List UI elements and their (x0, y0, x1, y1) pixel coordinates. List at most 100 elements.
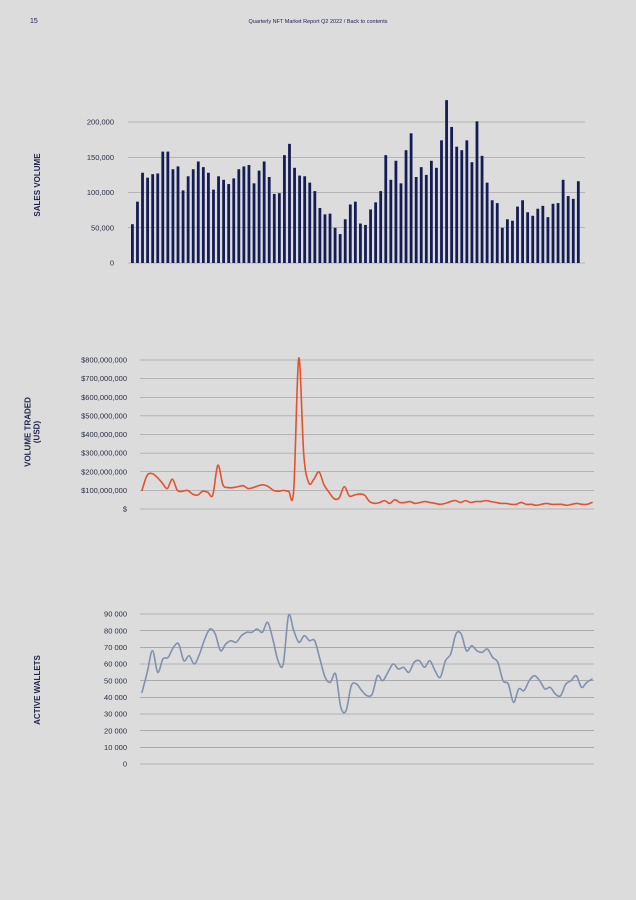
sales-bar (551, 203, 555, 263)
sales-bar (176, 166, 180, 263)
y-tick-label: 60 000 (104, 660, 127, 669)
sales-bar (353, 201, 357, 263)
sales-volume-chart: SALES VOLUME 0 50,000 100,000 150,000 200,000 (33, 100, 585, 268)
sales-bar (171, 169, 175, 263)
sales-bar (191, 169, 195, 263)
sales-bar (500, 227, 504, 263)
sales-bar (232, 178, 236, 263)
y-tick-label: $400,000,000 (81, 430, 127, 439)
sales-bar (348, 204, 352, 263)
sales-bar (196, 161, 200, 263)
sales-bar (201, 167, 205, 263)
sales-bar (217, 176, 220, 263)
sales-bar (212, 189, 215, 263)
sales-bar (267, 176, 271, 263)
y-axis-label: SALES VOLUME (33, 153, 42, 217)
sales-bar (556, 203, 560, 263)
y-tick-label: 50,000 (91, 223, 114, 232)
volume-traded-chart: VOLUME TRADED(USD) $ $100,000,000 $200,000,… (23, 356, 594, 514)
sales-bar (490, 200, 494, 263)
y-tick-label: 30 000 (104, 710, 127, 719)
report-title[interactable]: Quarterly NFT Market Report Q2 2022 (248, 19, 343, 25)
sales-bar (561, 179, 565, 263)
sales-bar (424, 174, 428, 264)
sales-bar (521, 200, 524, 263)
sales-bar (536, 208, 540, 263)
sales-bar (409, 133, 413, 263)
sales-bar (369, 209, 372, 263)
sales-bar (460, 150, 464, 263)
y-axis-label: VOLUME TRADED(USD) (23, 397, 41, 467)
header-separator: / (342, 19, 347, 25)
sales-bar (283, 155, 286, 263)
sales-bar (146, 177, 149, 263)
sales-bar (343, 219, 347, 263)
sales-bar (364, 224, 367, 263)
sales-bar (526, 212, 530, 263)
sales-bar (323, 214, 327, 263)
sales-bar (505, 219, 509, 263)
sales-bar (445, 100, 448, 264)
sales-bar (541, 205, 545, 263)
sales-bar (156, 173, 160, 263)
sales-bar (511, 220, 514, 263)
page-number: 15 (30, 18, 38, 25)
y-tick-label: 150,000 (87, 153, 114, 162)
wallets-series-line (141, 613, 593, 714)
sales-bar (571, 198, 575, 263)
volume-series-line (141, 357, 593, 507)
y-tick-label: $600,000,000 (81, 393, 127, 402)
sales-bar (404, 150, 408, 263)
sales-bar (359, 223, 362, 263)
sales-bar (181, 190, 185, 263)
sales-bar (576, 181, 580, 263)
sales-bar (394, 160, 398, 263)
y-tick-label: 0 (123, 760, 127, 769)
sales-bar (414, 176, 418, 263)
sales-bar (384, 155, 388, 263)
sales-bar (222, 179, 225, 263)
sales-bar (475, 121, 479, 263)
back-to-contents-link[interactable]: Back to contents (346, 19, 388, 25)
sales-bar (470, 162, 474, 263)
y-tick-label: $100,000,000 (81, 486, 127, 495)
sales-bar (480, 155, 484, 263)
sales-bar (262, 161, 266, 263)
y-tick-label: $500,000,000 (81, 411, 127, 420)
sales-bar (429, 160, 433, 263)
sales-bar (247, 165, 251, 263)
y-tick-label: 10 000 (104, 743, 127, 752)
sales-bar (288, 143, 291, 263)
sales-bar (272, 193, 276, 263)
y-tick-label: 0 (110, 259, 114, 268)
sales-bar (257, 170, 261, 263)
y-tick-label: $300,000,000 (81, 449, 127, 458)
sales-bar (531, 215, 535, 263)
y-tick-label: 90 000 (104, 610, 127, 619)
sales-bar (465, 140, 469, 263)
sales-bar (141, 172, 144, 263)
sales-bar (379, 191, 383, 263)
sales-bar (298, 175, 302, 263)
sales-bar (151, 174, 155, 263)
sales-bar (166, 151, 170, 263)
y-tick-label: $700,000,000 (81, 374, 127, 383)
sales-bar (374, 202, 378, 263)
sales-bar (440, 140, 443, 263)
active-wallets-chart: ACTIVE WALLETS 0 10 000 20 000 30 000 40 000 5… (33, 610, 594, 769)
sales-bar (207, 172, 210, 263)
sales-bar (495, 203, 499, 263)
sales-bar (566, 196, 570, 263)
sales-bar (277, 193, 281, 263)
y-axis-label: ACTIVE WALLETS (33, 654, 42, 724)
sales-bar (485, 182, 489, 263)
running-header: Quarterly NFT Market Report Q2 2022 / Ba… (0, 19, 636, 25)
sales-bar (227, 184, 231, 263)
y-tick-label: $ (123, 505, 128, 514)
sales-bar (328, 213, 332, 263)
y-tick-label: 50 000 (104, 676, 127, 685)
sales-bar (455, 146, 459, 263)
sales-bar (161, 151, 165, 263)
sales-bar (308, 182, 312, 263)
sales-bar (313, 191, 317, 263)
